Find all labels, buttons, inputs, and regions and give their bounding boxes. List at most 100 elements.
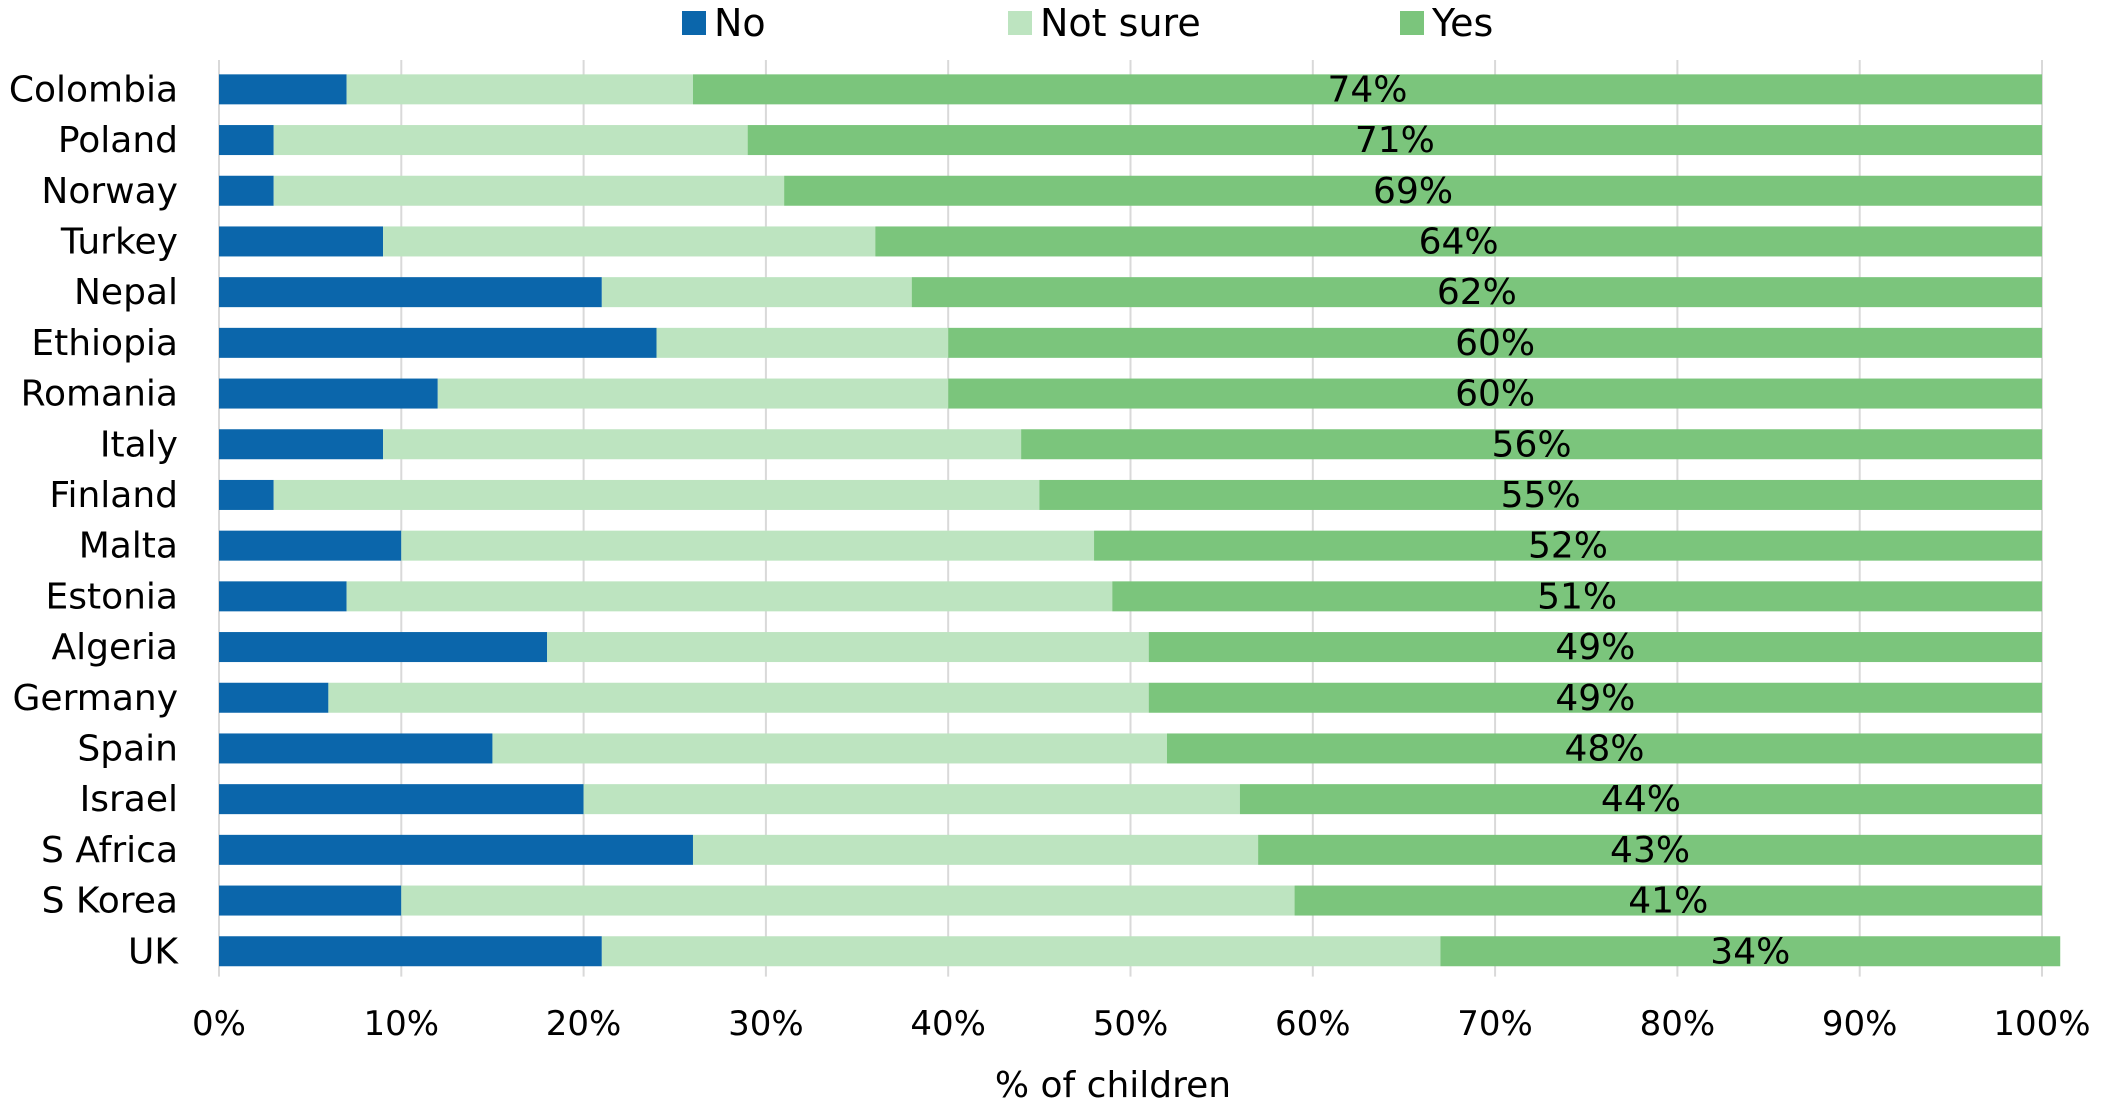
category-label: Poland [58,120,178,161]
legend-swatch-no [682,11,706,35]
category-labels: Colombia Poland Norway Turkey Nepal Ethiopia R… [9,69,180,972]
x-tick-label: 70% [1457,1004,1533,1044]
legend-label-not-sure: Not sure [1040,1,1201,45]
legend-label-yes: Yes [1431,1,1493,45]
data-label: 71% [1355,120,1435,161]
bars [219,74,2061,967]
bar-italy-not-sure [383,429,1022,460]
bar-colombia-no [219,74,347,105]
bar-spain-yes [1166,733,2042,764]
category-label: Malta [79,526,178,567]
category-label: Estonia [45,576,178,617]
data-label: 48% [1564,728,1644,769]
data-label: 52% [1528,526,1608,567]
bar-poland-not-sure [273,125,748,156]
x-tick-label: 10% [364,1004,440,1044]
legend: No Not sure Yes [682,1,1493,45]
bar-germany-no [219,682,329,713]
data-label: 49% [1555,627,1635,668]
x-tick-label: 0% [192,1004,246,1044]
bar-israel-yes [1239,784,2042,815]
x-tick-label: 80% [1640,1004,1716,1044]
category-label: Israel [80,779,178,820]
category-label: Romania [21,374,178,415]
category-label: Germany [13,678,178,719]
data-label: 34% [1710,931,1790,972]
bar-spain-no [219,733,493,764]
data-label: 41% [1628,881,1708,922]
bar-algeria-no [219,632,548,663]
data-label: 62% [1437,272,1517,313]
bar-poland-yes [747,125,2043,156]
bar-norway-yes [784,175,2042,206]
bar-uk-yes [1440,936,2061,967]
bar-colombia-yes [692,74,2042,105]
bar-estonia-not-sure [346,581,1113,612]
x-tick-label: 60% [1275,1004,1351,1044]
bar-italy-no [219,429,384,460]
x-tick-label: 100% [1993,1004,2090,1044]
data-label: 64% [1419,221,1499,262]
bar-finland-yes [1039,479,2042,510]
bar-romania-not-sure [437,378,949,409]
bar-poland-no [219,125,274,156]
legend-swatch-yes [1400,11,1424,35]
category-label: Nepal [74,272,178,313]
legend-swatch-not-sure [1008,11,1032,35]
data-labels: 74% 71% 69% 64% 62% 60% 60% 56% 55% 52% 51% 49% 49% 4… [1327,69,1790,972]
bar-germany-not-sure [328,682,1149,713]
data-label: 74% [1327,69,1407,110]
data-label: 43% [1610,830,1690,871]
category-label: Turkey [60,221,178,262]
bar-ethiopia-not-sure [656,327,949,358]
x-tick-label: 20% [546,1004,622,1044]
x-tick-label: 30% [728,1004,804,1044]
category-label: Italy [100,424,178,465]
bar-romania-yes [948,378,2043,409]
bar-estonia-no [219,581,347,612]
bar-turkey-no [219,226,384,257]
bar-nepal-yes [911,277,2042,308]
bar-italy-yes [1021,429,2042,460]
bar-romania-no [219,378,438,409]
bar-norway-not-sure [273,175,785,206]
bar-colombia-not-sure [346,74,693,105]
data-label: 56% [1492,424,1572,465]
category-label: Spain [77,728,178,769]
bar-s-africa-no [219,834,693,865]
bar-algeria-yes [1148,632,2042,663]
category-label: Colombia [9,69,178,110]
bar-turkey-yes [875,226,2042,257]
bar-malta-yes [1094,530,2042,561]
bar-ethiopia-yes [948,327,2043,358]
data-label: 51% [1537,576,1617,617]
bar-turkey-not-sure [383,226,876,257]
category-label: S Africa [41,830,178,871]
bar-s-korea-no [219,885,402,916]
data-label: 69% [1373,171,1453,212]
x-axis-title: % of children [995,1065,1231,1106]
bar-germany-yes [1148,682,2042,713]
bar-s-korea-not-sure [401,885,1295,916]
gridlines [218,60,2043,977]
category-label: Norway [41,171,178,212]
bar-finland-no [219,479,274,510]
x-tick-label: 50% [1093,1004,1169,1044]
x-tick-label: 90% [1822,1004,1898,1044]
bar-israel-not-sure [583,784,1240,815]
category-label: Algeria [52,627,179,668]
bar-s-korea-yes [1294,885,2042,916]
category-label: S Korea [42,881,178,922]
bar-s-africa-not-sure [692,834,1259,865]
category-label: Ethiopia [31,323,178,364]
bar-finland-not-sure [273,479,1040,510]
x-tick-label: 40% [910,1004,986,1044]
bar-uk-not-sure [601,936,1441,967]
bar-norway-no [219,175,274,206]
bar-nepal-not-sure [601,277,912,308]
legend-label-no: No [714,1,766,45]
bar-ethiopia-no [219,327,657,358]
data-label: 49% [1555,678,1635,719]
bar-malta-no [219,530,402,561]
